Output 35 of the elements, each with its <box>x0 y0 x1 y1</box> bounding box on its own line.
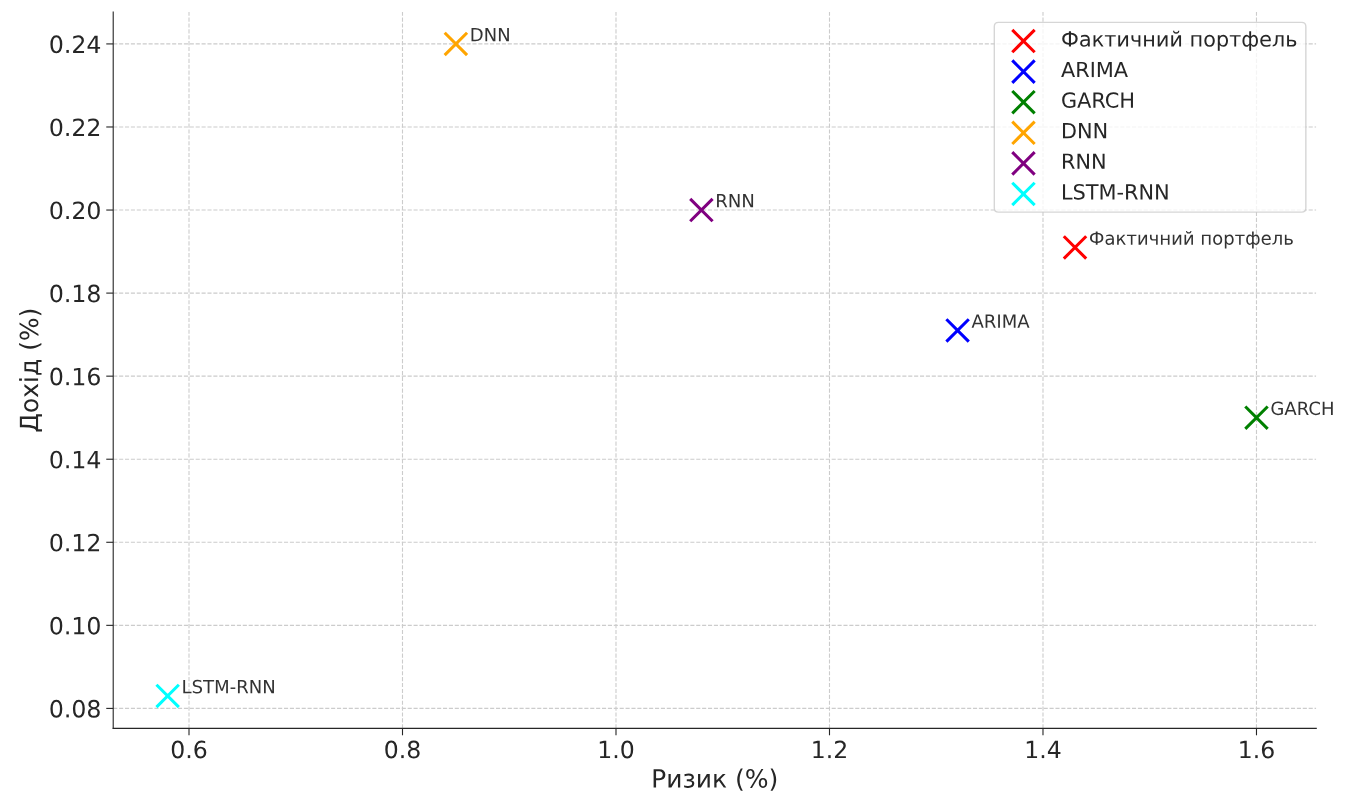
annotation: LSTM-RNN <box>183 679 274 694</box>
y-tick-label: 0.08 <box>50 699 100 718</box>
y-tick-label: 0.14 <box>50 450 101 469</box>
x-axis-title: Ризик (%) <box>653 768 777 791</box>
annotation: Фактичний портфель <box>1089 231 1293 249</box>
annotation: RNN <box>717 194 754 208</box>
y-tick-label: 0.18 <box>50 284 100 303</box>
x-tick-label: 1.0 <box>599 740 634 759</box>
legend-label: GARCH <box>1062 92 1133 108</box>
annotation: DNN <box>471 27 509 42</box>
y-axis-title: Дохід (%) <box>19 309 42 432</box>
x-tick-label: 1.2 <box>813 740 846 759</box>
legend-label: Фактичний портфель <box>1062 30 1297 51</box>
legend-label: ARIMA <box>1061 61 1128 78</box>
y-tick-label: 0.20 <box>50 201 100 220</box>
point <box>1062 234 1088 261</box>
x-tick-label: 1.6 <box>1240 740 1274 759</box>
point <box>443 31 469 57</box>
annotation: GARCH <box>1271 401 1333 416</box>
y-tick-label: 0.22 <box>50 118 100 137</box>
y-tick-label: 0.12 <box>50 533 100 552</box>
point <box>154 683 181 709</box>
point <box>944 317 971 344</box>
x-tick-label: 0.8 <box>385 740 420 759</box>
point <box>1243 404 1270 431</box>
point <box>688 197 715 223</box>
y-tick-label: 0.24 <box>50 35 101 54</box>
annotation: ARIMA <box>971 314 1030 328</box>
y-tick-label: 0.16 <box>50 367 100 386</box>
legend-label: DNN <box>1063 123 1107 139</box>
legend-label: RNN <box>1063 153 1105 169</box>
y-tick-label: 0.10 <box>50 616 100 635</box>
x-tick-label: 1.4 <box>1026 740 1061 759</box>
legend-label: LSTM-RNN <box>1063 183 1168 200</box>
x-tick-label: 0.6 <box>171 740 207 759</box>
